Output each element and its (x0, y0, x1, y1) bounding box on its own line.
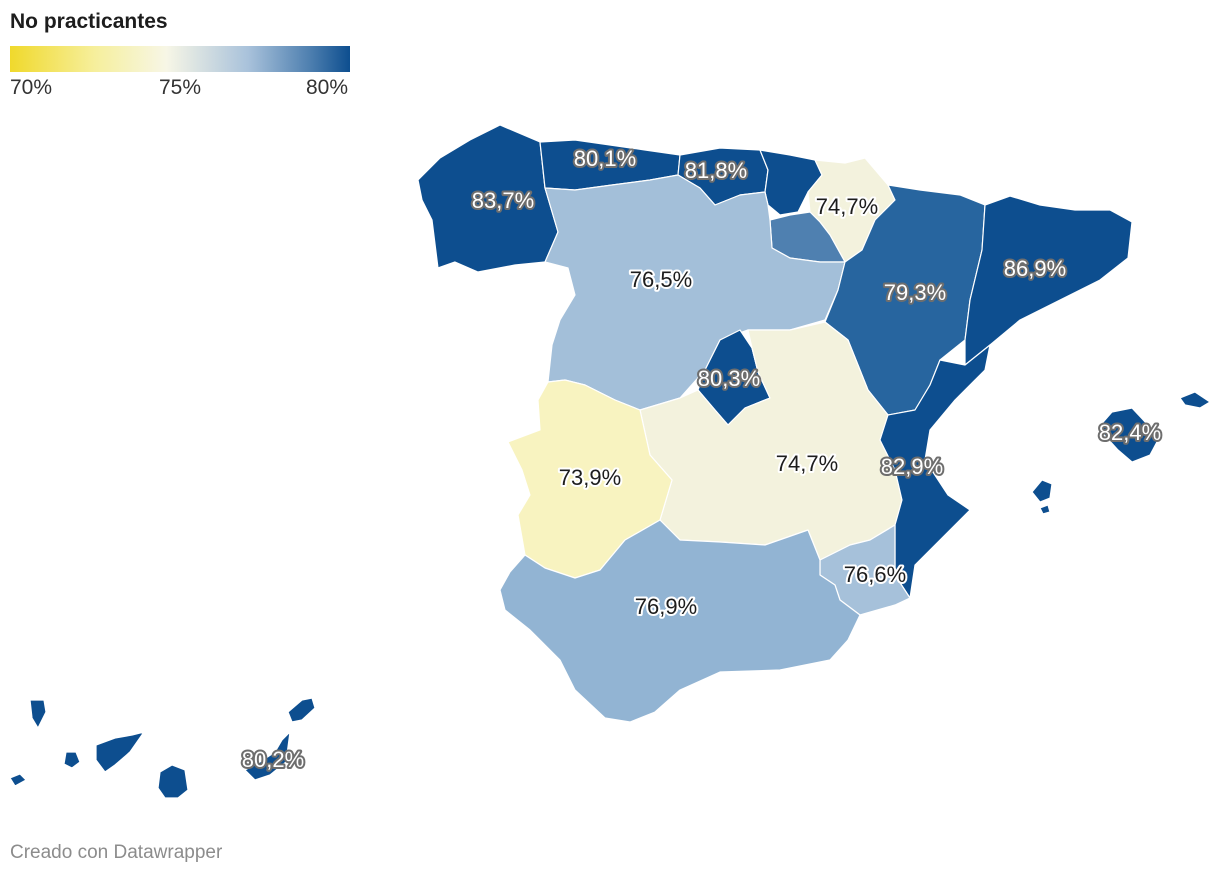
label-castilla-y-leon: 76,5% (630, 267, 692, 292)
legend-tick-70: 70% (10, 76, 53, 99)
region-comunidad-valenciana[interactable] (879, 344, 991, 599)
region-andalucia[interactable] (499, 519, 861, 723)
label-madrid: 80,3% (698, 366, 760, 391)
label-cataluna: 86,9% (1004, 256, 1066, 281)
color-scale-legend (10, 46, 350, 72)
region-cataluna[interactable] (964, 195, 1133, 366)
label-extremadura: 73,9% (559, 465, 621, 490)
label-cantabria: 81,8% (685, 158, 747, 183)
label-comunidad-valenciana: 82,9% (881, 454, 943, 479)
region-canarias[interactable] (9, 697, 316, 799)
region-castilla-y-leon[interactable] (544, 174, 846, 411)
label-galicia: 83,7% (472, 188, 534, 213)
label-andalucia: 76,9% (635, 594, 697, 619)
legend-tick-80: 80% (306, 76, 349, 99)
label-canarias: 80,2% (242, 747, 304, 772)
region-pais-vasco[interactable] (759, 149, 823, 216)
region-islas-baleares[interactable] (1031, 391, 1211, 515)
label-islas-baleares: 82,4% (1099, 420, 1161, 445)
label-aragon: 79,3% (884, 280, 946, 305)
credit-footer: Creado con Datawrapper (10, 842, 223, 863)
label-navarra: 74,7% (816, 194, 878, 219)
map-title: No practicantes (10, 10, 168, 33)
label-asturias: 80,1% (574, 146, 636, 171)
legend-tick-75: 75% (159, 76, 202, 99)
label-murcia: 76,6% (844, 562, 906, 587)
label-castilla-la-mancha: 74,7% (776, 451, 838, 476)
